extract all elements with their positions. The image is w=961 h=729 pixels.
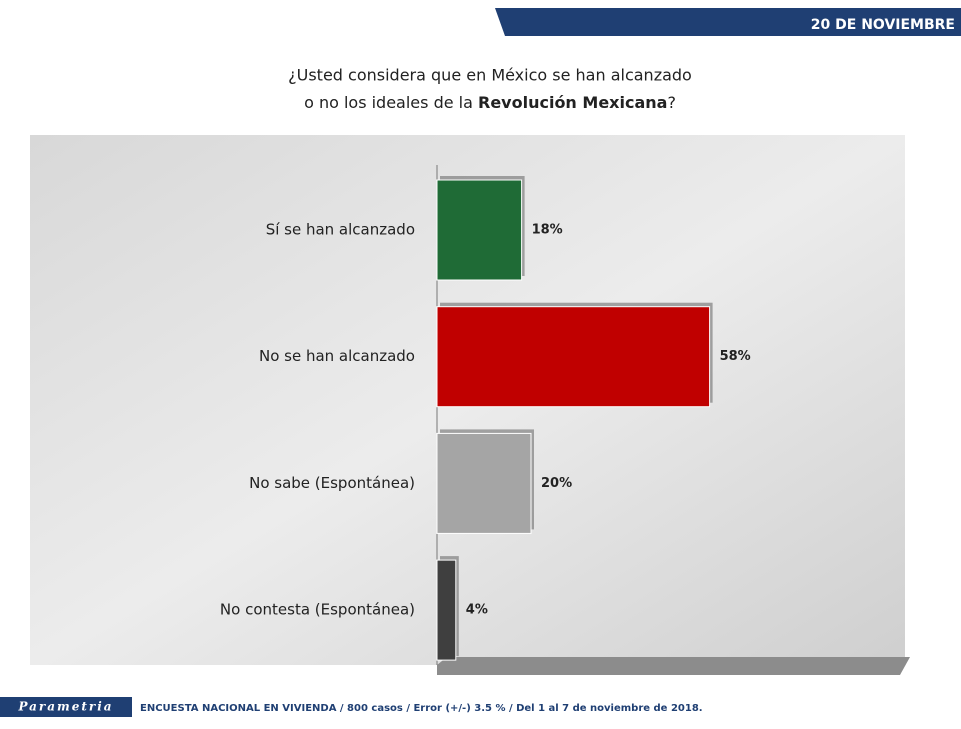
bar [436,306,711,408]
bar [436,432,532,534]
brand: Parametria [17,700,113,714]
brand-box [0,697,132,717]
footer-note: ENCUESTA NACIONAL EN VIVIENDA / 800 caso… [140,703,703,714]
title-line-2: o no los ideales de la Revolución Mexica… [304,93,676,112]
category-label: No se han alcanzado [259,347,415,365]
header-band [495,8,961,36]
value-label: 58% [720,349,751,364]
header-date: 20 DE NOVIEMBRE [811,17,955,33]
category-label: No contesta (Espontánea) [220,601,415,619]
category-label: No sabe (Espontánea) [249,474,415,492]
floor [437,657,910,675]
value-label: 20% [541,476,572,491]
title-end: ? [667,93,676,112]
category-label: Sí se han alcanzado [266,221,415,239]
plot: 18% Sí se han alcanzado 58% No se han alcan… [220,176,751,661]
value-label: 4% [466,603,488,618]
value-label: 18% [532,223,563,238]
title-emphasis: Revolución Mexicana [478,93,667,112]
title-line-1: ¿Usted considera que en México se han al… [288,66,692,85]
bar [436,559,457,661]
title-text: o no los ideales de la [304,93,478,112]
bar [436,179,523,281]
